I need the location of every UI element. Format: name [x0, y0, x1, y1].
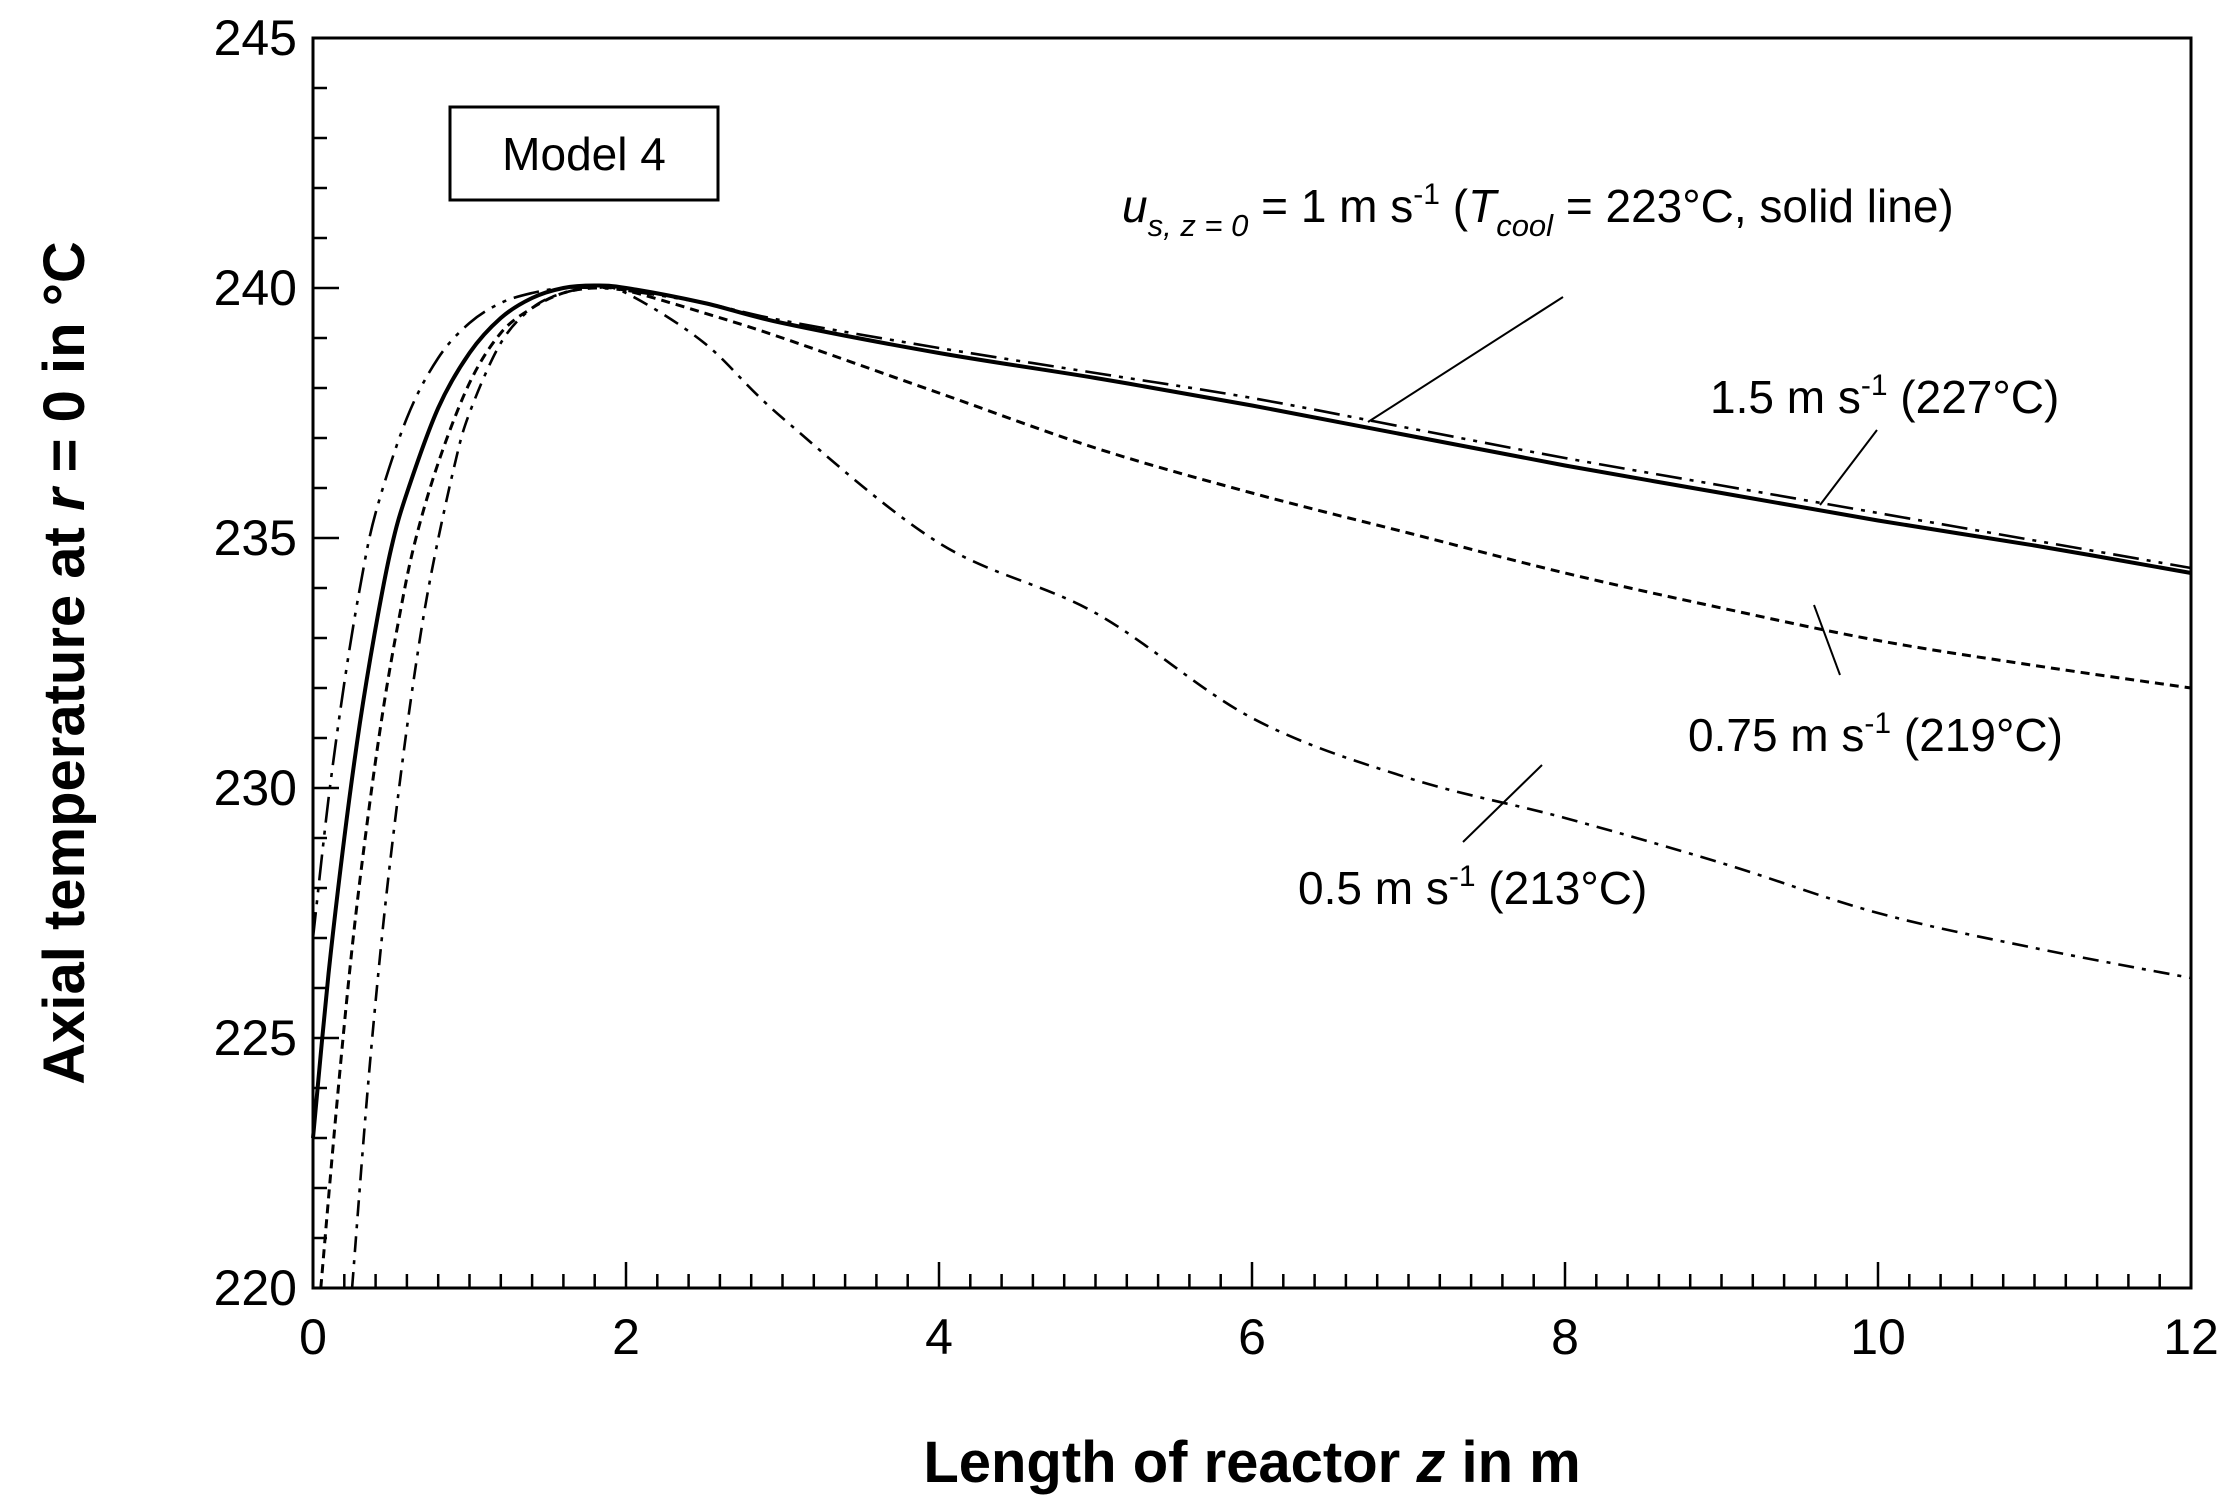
leader-line-v05	[1462, 764, 1543, 843]
model-label: Model 4	[502, 128, 666, 180]
x-axis-title-post: in m	[1445, 1430, 1580, 1495]
x-axis-title-pre: Length of reactor	[923, 1430, 1416, 1495]
x-tick-label: 2	[612, 1309, 640, 1365]
axis-ticks	[311, 36, 2193, 1290]
annotation-solid: us, z = 0 = 1 m s-1 (Tcool = 223°C, soli…	[1122, 178, 1954, 243]
leader-lines	[1367, 296, 1878, 843]
x-tick-label: 12	[2163, 1309, 2219, 1365]
x-tick-label: 10	[1850, 1309, 1906, 1365]
series-line-2	[319, 286, 2192, 1289]
leader-line-solid	[1367, 296, 1564, 423]
annotation-v05: 0.5 m s-1 (213°C)	[1298, 860, 1647, 914]
y-tick-label: 225	[214, 1010, 297, 1066]
x-tick-label: 8	[1551, 1309, 1579, 1365]
y-tick-label: 235	[214, 510, 297, 566]
x-tick-label: 4	[925, 1309, 953, 1365]
annotation-v075: 0.75 m s-1 (219°C)	[1688, 707, 2063, 761]
series-line-1	[311, 286, 2192, 939]
annotation-v15: 1.5 m s-1 (227°C)	[1710, 369, 2059, 423]
y-tick-label: 230	[214, 760, 297, 816]
series-line-0	[311, 283, 2192, 1139]
y-axis-title: Axial temperature at r = 0 in °C	[32, 241, 97, 1085]
x-tick-label: 0	[299, 1309, 327, 1365]
y-tick-label: 220	[214, 1260, 297, 1316]
x-tick-labels: 0 2 4 6 8 10 12	[299, 1309, 2219, 1365]
y-axis-title-post: = 0 in °C	[32, 241, 97, 488]
y-tick-label: 240	[214, 260, 297, 316]
x-tick-label: 6	[1238, 1309, 1266, 1365]
y-axis-title-var: r	[32, 485, 97, 511]
y-tick-labels: 220 225 230 235 240 245	[214, 10, 297, 1316]
y-axis-title-pre: Axial temperature at	[32, 511, 97, 1085]
leader-line-v075	[1813, 604, 1841, 676]
series-layer	[311, 283, 2192, 1289]
y-tick-label: 245	[214, 10, 297, 66]
leader-line-v15	[1819, 429, 1878, 506]
x-axis-title: Length of reactor z in m	[923, 1430, 1580, 1495]
x-axis-title-var: z	[1415, 1430, 1445, 1495]
model-label-box	[448, 105, 720, 202]
series-line-3	[350, 285, 2192, 1289]
